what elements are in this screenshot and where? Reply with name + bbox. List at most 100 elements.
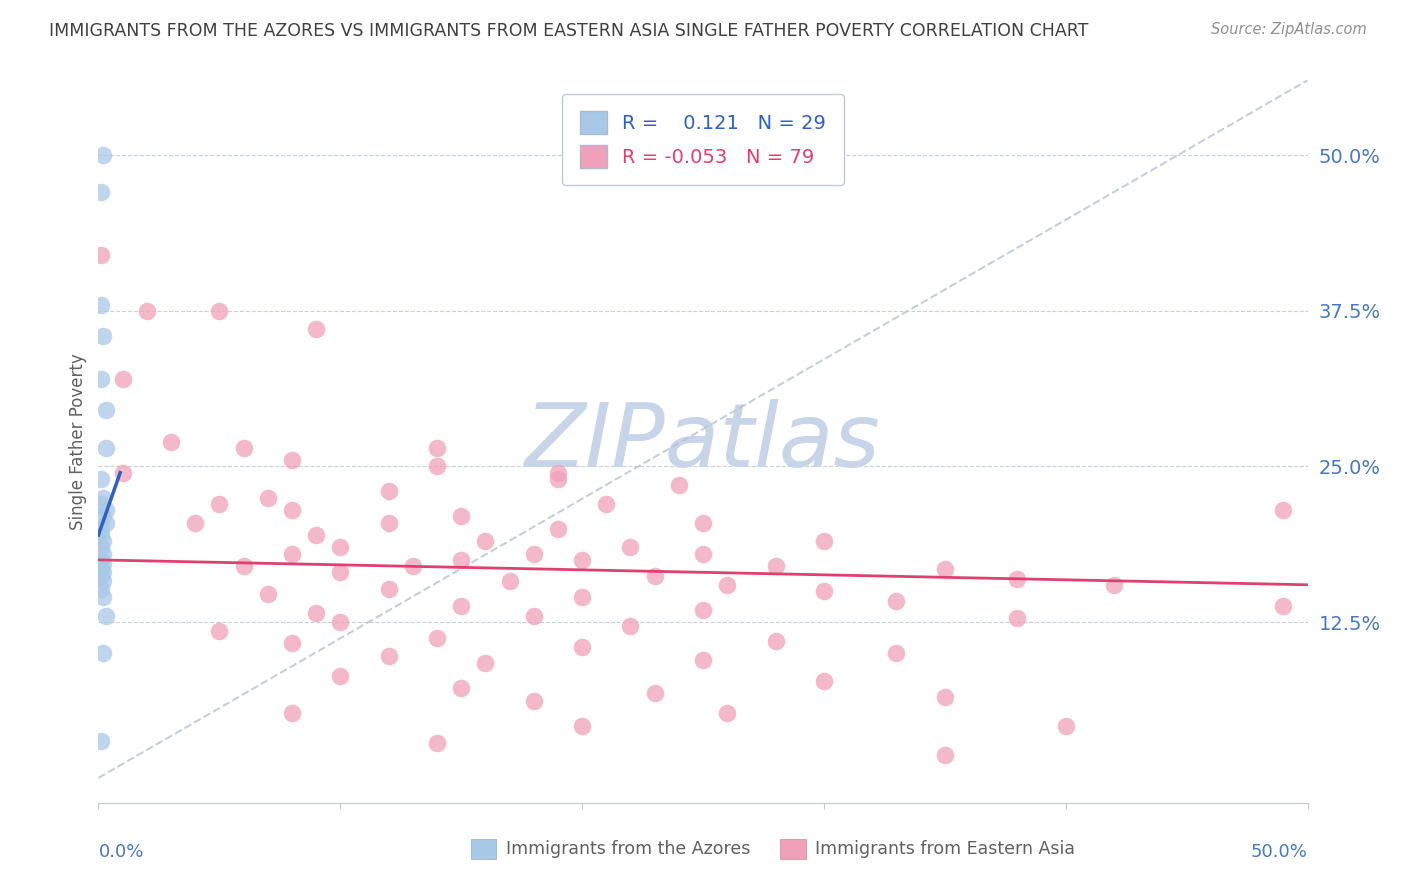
Point — [90, 582, 112, 596]
Point — [426, 441, 449, 455]
Point — [934, 748, 956, 763]
Point — [426, 632, 449, 646]
Point — [450, 509, 472, 524]
Point — [1102, 578, 1125, 592]
Point — [91, 547, 114, 561]
Point — [281, 547, 304, 561]
Point — [91, 591, 114, 605]
Point — [1054, 718, 1077, 732]
Point — [1007, 572, 1029, 586]
Point — [329, 566, 352, 580]
Point — [232, 559, 254, 574]
Point — [450, 681, 472, 696]
Point — [90, 372, 112, 386]
Point — [813, 673, 835, 688]
Point — [595, 497, 617, 511]
Point — [305, 607, 328, 621]
Point — [886, 594, 908, 608]
Point — [111, 372, 134, 386]
Point — [256, 586, 278, 600]
Point — [765, 559, 787, 574]
Point — [90, 553, 112, 567]
Point — [91, 148, 114, 162]
Text: Source: ZipAtlas.com: Source: ZipAtlas.com — [1211, 22, 1367, 37]
Point — [256, 491, 278, 505]
Point — [426, 459, 449, 474]
Point — [90, 528, 112, 542]
Point — [377, 648, 399, 663]
Text: IMMIGRANTS FROM THE AZORES VS IMMIGRANTS FROM EASTERN ASIA SINGLE FATHER POVERTY: IMMIGRANTS FROM THE AZORES VS IMMIGRANTS… — [49, 22, 1088, 40]
Point — [765, 633, 787, 648]
Point — [90, 733, 112, 747]
Point — [90, 248, 112, 262]
Point — [426, 736, 449, 750]
Point — [91, 328, 114, 343]
Point — [281, 503, 304, 517]
Point — [692, 516, 714, 530]
Point — [94, 441, 117, 455]
Point — [91, 574, 114, 588]
Text: Immigrants from the Azores: Immigrants from the Azores — [506, 840, 751, 858]
Point — [692, 547, 714, 561]
Point — [523, 547, 546, 561]
Point — [329, 541, 352, 555]
Point — [547, 522, 569, 536]
Point — [692, 652, 714, 666]
Point — [91, 509, 114, 524]
Point — [619, 619, 641, 633]
Point — [377, 484, 399, 499]
Text: 50.0%: 50.0% — [1251, 843, 1308, 861]
Point — [450, 553, 472, 567]
Point — [523, 609, 546, 624]
Point — [94, 403, 117, 417]
Point — [692, 603, 714, 617]
Point — [571, 553, 593, 567]
Point — [886, 646, 908, 660]
Point — [934, 690, 956, 704]
Text: ZIPatlas: ZIPatlas — [526, 399, 880, 484]
Point — [571, 640, 593, 654]
Point — [90, 541, 112, 555]
Point — [619, 541, 641, 555]
Point — [644, 686, 666, 700]
Point — [716, 706, 738, 720]
Point — [90, 561, 112, 575]
Point — [111, 466, 134, 480]
Point — [90, 497, 112, 511]
Point — [94, 516, 117, 530]
Point — [498, 574, 520, 588]
Point — [813, 584, 835, 599]
Point — [208, 497, 231, 511]
Point — [160, 434, 183, 449]
Point — [668, 478, 690, 492]
Point — [547, 472, 569, 486]
Point — [377, 516, 399, 530]
Point — [94, 503, 117, 517]
Point — [90, 297, 112, 311]
Point — [135, 303, 157, 318]
Point — [281, 636, 304, 650]
Point — [184, 516, 207, 530]
Text: 0.0%: 0.0% — [98, 843, 143, 861]
Point — [90, 522, 112, 536]
Point — [571, 718, 593, 732]
Point — [208, 624, 231, 638]
Point — [813, 534, 835, 549]
Point — [571, 591, 593, 605]
Point — [1272, 599, 1295, 613]
Point — [450, 599, 472, 613]
Point — [90, 569, 112, 583]
Point — [91, 646, 114, 660]
Point — [329, 615, 352, 630]
Point — [1272, 503, 1295, 517]
Point — [94, 609, 117, 624]
Point — [329, 669, 352, 683]
Point — [281, 453, 304, 467]
Point — [934, 561, 956, 575]
Point — [402, 559, 425, 574]
Y-axis label: Single Father Poverty: Single Father Poverty — [69, 353, 87, 530]
Point — [91, 534, 114, 549]
Point — [90, 472, 112, 486]
Point — [305, 322, 328, 336]
Point — [474, 657, 496, 671]
